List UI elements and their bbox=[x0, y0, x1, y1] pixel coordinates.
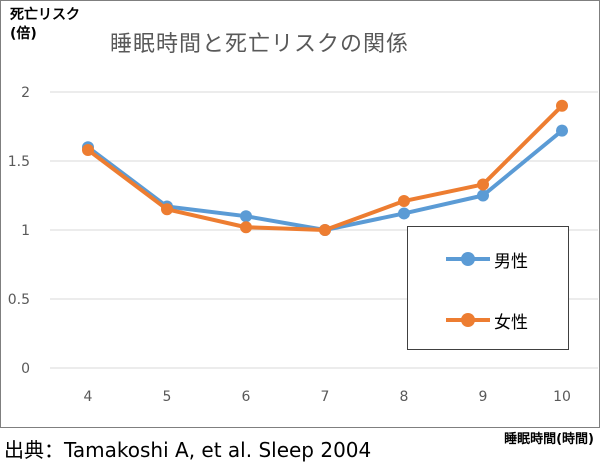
data-point-female bbox=[556, 99, 568, 112]
x-tick-label: 9 bbox=[479, 389, 488, 405]
legend-item-male: 男性 bbox=[408, 246, 568, 272]
series-line-male bbox=[86, 128, 564, 232]
y-tick-label: 1 bbox=[21, 223, 30, 239]
y-tick-label: 1.5 bbox=[8, 154, 30, 170]
legend-swatch-marker-male bbox=[461, 252, 475, 266]
x-tick-label: 4 bbox=[84, 389, 93, 405]
y-axis-title: 死亡リスク (倍) bbox=[10, 6, 80, 44]
chart-title: 睡眠時間と死亡リスクの関係 bbox=[110, 32, 410, 57]
x-tick-label: 5 bbox=[163, 389, 172, 405]
y-axis-title-line1: 死亡リスク bbox=[10, 7, 80, 23]
y-tick-label: 2 bbox=[21, 85, 30, 101]
data-point-female bbox=[240, 221, 252, 234]
line-chart: 0 0.5 1 1.5 2 4 5 6 7 8 9 10 bbox=[8, 85, 598, 405]
y-tick-label: 0 bbox=[21, 361, 30, 377]
legend-item-female: 女性 bbox=[408, 307, 568, 333]
source-citation: 出典：Tamakoshi A, et al. Sleep 2004 bbox=[4, 438, 372, 462]
y-axis-title-line2: (倍) bbox=[10, 26, 37, 42]
data-point-female bbox=[82, 143, 94, 156]
legend-swatch-marker-female bbox=[461, 313, 475, 327]
legend-label-female: 女性 bbox=[494, 313, 528, 333]
data-point-female bbox=[161, 203, 173, 216]
data-point-female bbox=[319, 224, 331, 236]
data-point-female bbox=[477, 178, 489, 191]
y-tick-label: 0.5 bbox=[8, 292, 30, 308]
data-point-male bbox=[477, 189, 489, 202]
chart-frame bbox=[0, 0, 600, 428]
data-point-male bbox=[556, 124, 568, 137]
x-tick-label: 7 bbox=[321, 389, 330, 405]
data-point-male bbox=[398, 207, 410, 220]
data-point-female bbox=[398, 195, 410, 208]
series-line-female bbox=[86, 103, 564, 232]
data-point-male bbox=[240, 210, 252, 223]
x-tick-label: 6 bbox=[242, 389, 251, 405]
x-tick-label: 8 bbox=[400, 389, 409, 405]
x-axis-title: 睡眠時間(時間) bbox=[504, 432, 594, 447]
legend-label-male: 男性 bbox=[494, 252, 528, 272]
x-tick-label: 10 bbox=[553, 389, 571, 405]
legend: 男性 女性 bbox=[407, 226, 569, 350]
